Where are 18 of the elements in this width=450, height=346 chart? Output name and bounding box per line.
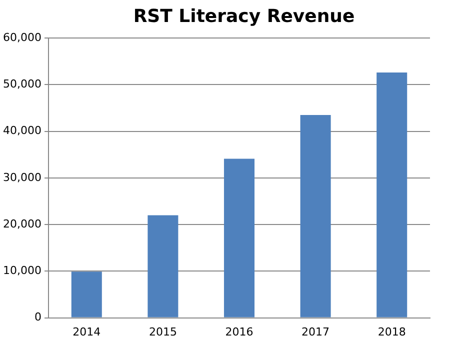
y-tick-label: 10,000	[2, 264, 42, 278]
bar	[148, 215, 178, 318]
x-tick-label: 2018	[378, 325, 406, 338]
bar	[224, 158, 255, 318]
y-tick-label: 50,000	[2, 77, 42, 90]
y-tick-label: 30,000	[2, 170, 42, 184]
y-tick-label: 20,000	[2, 217, 42, 230]
y-tick-label: 40,000	[2, 124, 42, 138]
y-tick-label: 0	[34, 310, 42, 324]
y-tick-label: 60,000	[2, 30, 42, 44]
bar	[300, 114, 331, 318]
x-tick-label: 2016	[225, 325, 254, 338]
bar	[71, 272, 102, 318]
x-tick-label: 2017	[302, 325, 330, 338]
chart-title: RST Literacy Revenue	[132, 6, 356, 27]
x-tick-label: 2014	[72, 325, 101, 338]
x-tick-label: 2015	[148, 325, 177, 338]
bar	[376, 72, 408, 318]
